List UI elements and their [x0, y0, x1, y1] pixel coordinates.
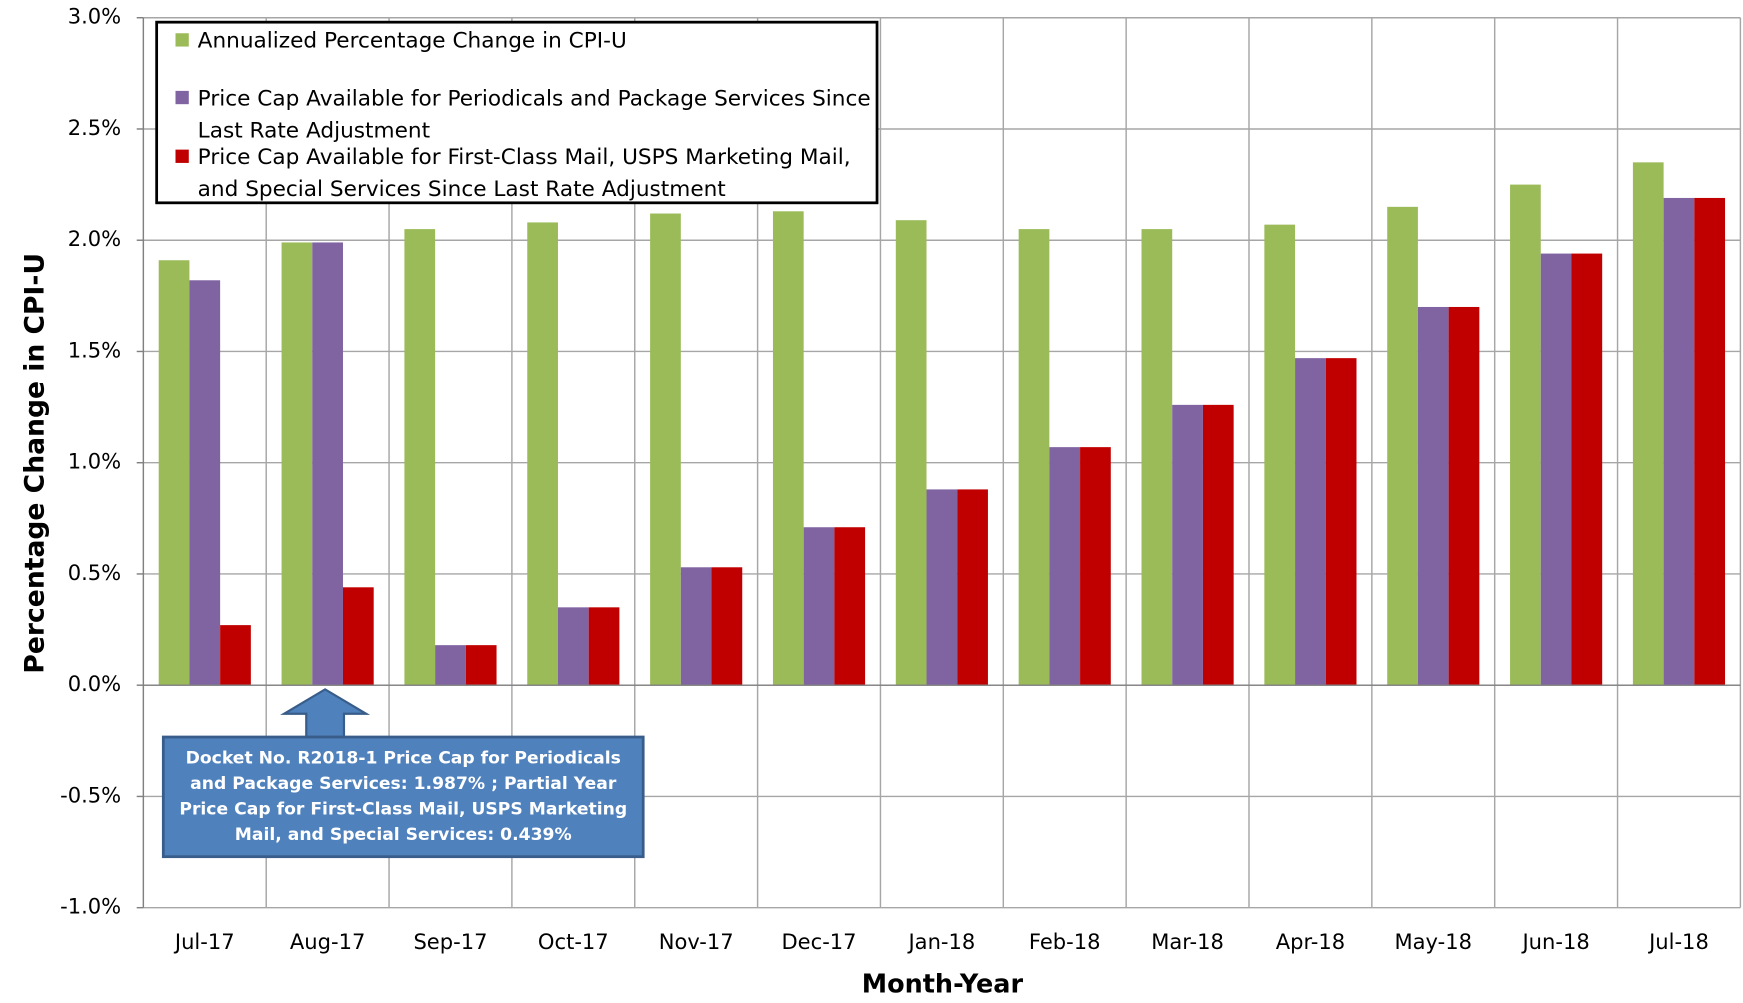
x-tick-label: Feb-18	[1029, 929, 1101, 954]
legend-label: Annualized Percentage Change in CPI-U	[197, 27, 627, 54]
bar	[895, 220, 927, 686]
bar	[1387, 206, 1418, 686]
legend-label: Price Cap Available for Periodicals and …	[197, 85, 871, 143]
y-tick-label: 1.0%	[68, 449, 121, 474]
bar	[158, 260, 190, 686]
bar	[1018, 229, 1050, 686]
x-tick-label: Aug-17	[290, 929, 365, 954]
y-axis-label: Percentage Change in CPI-U	[19, 253, 50, 674]
bar	[1510, 184, 1541, 686]
legend-swatch	[175, 33, 189, 47]
bar	[435, 645, 466, 686]
annotation-arrow	[280, 688, 371, 739]
bar	[1049, 447, 1081, 686]
y-tick-label: 1.5%	[68, 337, 121, 362]
bar	[1172, 404, 1203, 686]
legend-label: Price Cap Available for First-Class Mail…	[197, 144, 851, 202]
bar	[1417, 306, 1449, 686]
bar	[1295, 358, 1326, 686]
x-tick-label: Dec-17	[781, 929, 856, 954]
bar	[1571, 253, 1603, 686]
bar	[1264, 224, 1296, 686]
x-tick-label: Apr-18	[1276, 929, 1345, 954]
x-tick-label: Jul-17	[173, 929, 235, 954]
x-tick-label: Sep-17	[413, 929, 487, 954]
bar	[588, 607, 620, 686]
annotation-text: Docket No. R2018-1 Price Cap for Periodi…	[179, 748, 628, 845]
legend-swatch	[175, 149, 189, 163]
bar	[650, 213, 681, 686]
legend: Annualized Percentage Change in CPI-U Pri…	[155, 20, 879, 205]
x-tick-label: Nov-17	[659, 929, 734, 954]
bar	[1325, 358, 1357, 686]
x-tick-label: Jun-18	[1520, 929, 1589, 954]
legend-label-box: Annualized Percentage Change in CPI-U	[197, 27, 627, 54]
bar	[220, 625, 251, 686]
bar	[281, 242, 313, 686]
x-tick-label: Mar-18	[1151, 929, 1224, 954]
y-tick-label: 2.0%	[68, 226, 121, 251]
legend-label-box: Price Cap Available for Periodicals and …	[197, 85, 871, 143]
y-tick-label: 2.5%	[68, 115, 121, 140]
bar	[680, 567, 712, 686]
bar	[465, 645, 497, 686]
x-tick-label: Jan-18	[906, 929, 975, 954]
bar	[957, 489, 988, 686]
annotation-text-box: Docket No. R2018-1 Price Cap for Periodi…	[179, 748, 628, 845]
bar	[926, 489, 958, 686]
bar	[711, 567, 743, 686]
bar	[1080, 447, 1111, 686]
legend-label-box: Price Cap Available for First-Class Mail…	[197, 144, 851, 202]
bar	[803, 527, 835, 686]
y-tick-label: 0.0%	[68, 671, 121, 696]
y-tick-label: -0.5%	[60, 782, 121, 807]
bar	[1202, 404, 1234, 686]
y-tick-label: 3.0%	[68, 4, 121, 29]
y-tick-label: 0.5%	[68, 560, 121, 585]
bar	[404, 229, 436, 686]
bar	[1632, 162, 1664, 686]
x-axis-label: Month-Year	[862, 969, 1024, 999]
x-tick-label: Oct-17	[538, 929, 609, 954]
y-tick-label: -1.0%	[60, 894, 121, 919]
bar	[834, 527, 866, 686]
bar	[772, 211, 804, 686]
bar	[1448, 306, 1480, 686]
bar	[1694, 197, 1726, 686]
annotation-frame	[161, 735, 645, 859]
bar	[1663, 197, 1695, 686]
annotation: Docket No. R2018-1 Price Cap for Periodi…	[161, 688, 645, 859]
legend-frame	[155, 20, 879, 205]
x-tick-label: May-18	[1395, 929, 1473, 954]
bar	[312, 242, 343, 686]
bar	[342, 587, 374, 686]
bar	[1540, 253, 1572, 686]
x-tick-label: Jul-18	[1647, 929, 1709, 954]
bar	[1141, 229, 1173, 686]
bar	[527, 222, 558, 686]
bar	[557, 607, 589, 686]
bar	[189, 280, 221, 686]
legend-swatch	[175, 90, 189, 105]
